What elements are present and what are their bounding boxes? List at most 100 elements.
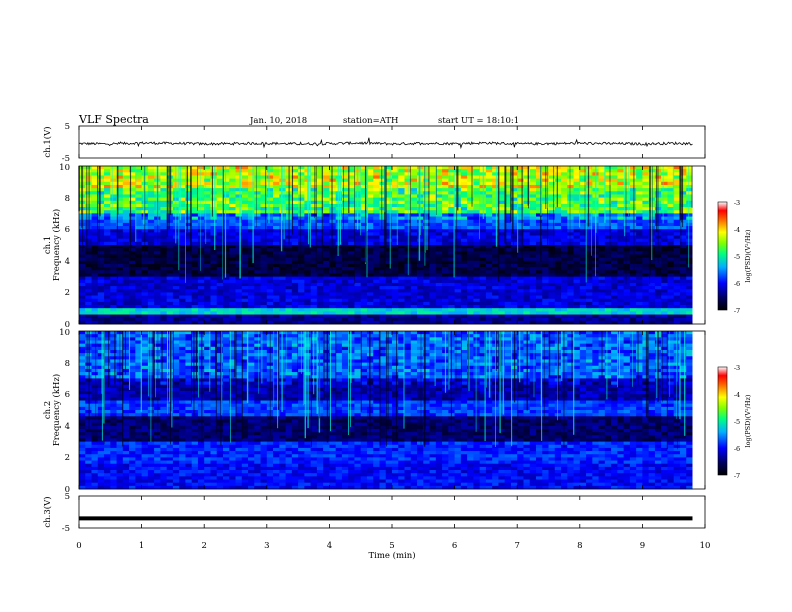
spectrogram-cell — [598, 191, 606, 195]
spectrogram-cell — [222, 216, 230, 221]
spectrogram-cell — [392, 286, 399, 290]
spectrogram-cell — [523, 197, 531, 202]
spectrogram-cell — [435, 248, 443, 252]
spectrogram-cell — [360, 289, 368, 293]
spectrogram-cell — [510, 181, 518, 186]
spectrogram-cell — [172, 292, 180, 296]
spectrogram-cell — [341, 207, 349, 211]
spectrogram-cell — [341, 184, 349, 189]
spectrogram-cell — [85, 172, 92, 176]
spectrogram-cell — [573, 200, 581, 205]
spectrogram-cell — [147, 301, 155, 306]
spectrogram-cell — [492, 216, 499, 221]
spectrogram-cell — [329, 210, 337, 214]
spectrogram-cell — [373, 181, 380, 186]
spectrogram-cell — [517, 203, 524, 208]
spectrogram-cell — [611, 197, 618, 202]
spectrogram-cell — [485, 232, 493, 236]
spectrogram-cell — [373, 172, 380, 176]
spectrogram-cell — [504, 254, 512, 259]
spectrogram-cell — [129, 260, 136, 265]
spectrogram-cell — [197, 260, 205, 265]
spectrogram-cell — [229, 241, 236, 246]
spectrogram-cell — [385, 226, 393, 230]
spectrogram-cell — [673, 166, 681, 170]
spectrogram-cell — [460, 169, 468, 173]
spectrogram-cell — [404, 298, 412, 303]
spectrogram-cell — [354, 229, 362, 233]
spectrogram-cell — [629, 184, 637, 189]
spectrogram-cell — [442, 308, 449, 312]
spectrogram-cell — [348, 279, 355, 284]
spectrogram-cell — [191, 238, 199, 243]
spectrogram-cell — [460, 210, 468, 214]
spectrogram-cell — [467, 276, 474, 281]
spectrogram-cell — [561, 207, 568, 211]
spectrogram-cell — [116, 241, 124, 246]
spectrogram-cell — [510, 197, 518, 202]
spectrogram-cell — [316, 238, 324, 243]
spectrogram-cell — [341, 172, 349, 176]
spectrogram-cell — [104, 317, 111, 322]
spectrogram-cell — [648, 267, 656, 271]
spectrogram-cell — [529, 279, 537, 284]
spectrogram-cell — [298, 191, 305, 195]
spectrogram-cell — [97, 178, 105, 183]
spectrogram-cell — [366, 191, 374, 195]
spectrogram-cell — [498, 292, 506, 296]
spectrogram-cell — [535, 203, 543, 208]
spectrogram-cell — [573, 267, 581, 271]
spectrogram-cell — [598, 172, 606, 176]
spectrogram-cell — [166, 314, 174, 319]
spectrogram-cell — [429, 200, 437, 205]
spectrogram-cell — [235, 305, 243, 309]
spectrogram-cell — [310, 191, 318, 195]
spectrogram-cell — [517, 213, 524, 217]
spectrogram-cell — [241, 273, 249, 277]
spectrogram-cell — [248, 289, 255, 293]
spectrogram-cell — [379, 194, 387, 198]
spectrogram-cell — [479, 257, 487, 262]
spectrogram-cell — [517, 251, 524, 255]
spectrogram-cell — [667, 184, 675, 189]
spectrogram-cell — [523, 178, 531, 183]
spectrogram-cell — [166, 286, 174, 290]
spectrogram-cell — [366, 184, 374, 189]
spectrogram-cell — [273, 222, 280, 227]
spectrogram-cell — [235, 295, 243, 300]
spectrogram-cell — [460, 219, 468, 224]
spectrogram-cell — [661, 301, 668, 306]
spectrogram-cell — [316, 175, 324, 180]
spectrogram-cell — [341, 251, 349, 255]
spectrogram-cell — [398, 191, 405, 195]
spectrogram-cell — [254, 207, 261, 211]
spectrogram-cell — [586, 200, 593, 205]
spectrogram-cell — [679, 301, 687, 306]
spectrogram-cell — [498, 308, 506, 312]
spectrogram-cell — [348, 251, 355, 255]
spectrogram-cell — [354, 232, 362, 236]
spectrogram-cell — [667, 188, 675, 192]
spectrogram-cell — [135, 238, 142, 243]
spectrogram-cell — [429, 292, 437, 296]
spectrogram-cell — [341, 270, 349, 274]
spectrogram-cell — [548, 181, 556, 186]
spectrogram-cell — [467, 178, 474, 183]
spectrogram-cell — [366, 257, 374, 262]
spectrogram-cell — [410, 311, 418, 315]
spectrogram-cell — [185, 289, 193, 293]
spectrogram-cell — [379, 311, 387, 315]
spectrogram-cell — [260, 263, 268, 268]
spectrogram-cell — [561, 273, 568, 277]
spectrogram-cell — [523, 172, 531, 176]
spectrogram-cell — [554, 232, 562, 236]
spectrogram-cell — [229, 226, 236, 230]
spectrogram-cell — [385, 207, 393, 211]
spectrogram-cell — [629, 235, 637, 240]
spectrogram-cell — [273, 273, 280, 277]
spectrogram-cell — [260, 267, 268, 271]
spectrogram-cell — [185, 191, 193, 195]
spectrogram-cell — [460, 292, 468, 296]
spectrogram-cell — [385, 286, 393, 290]
spectrogram-cell — [316, 188, 324, 192]
